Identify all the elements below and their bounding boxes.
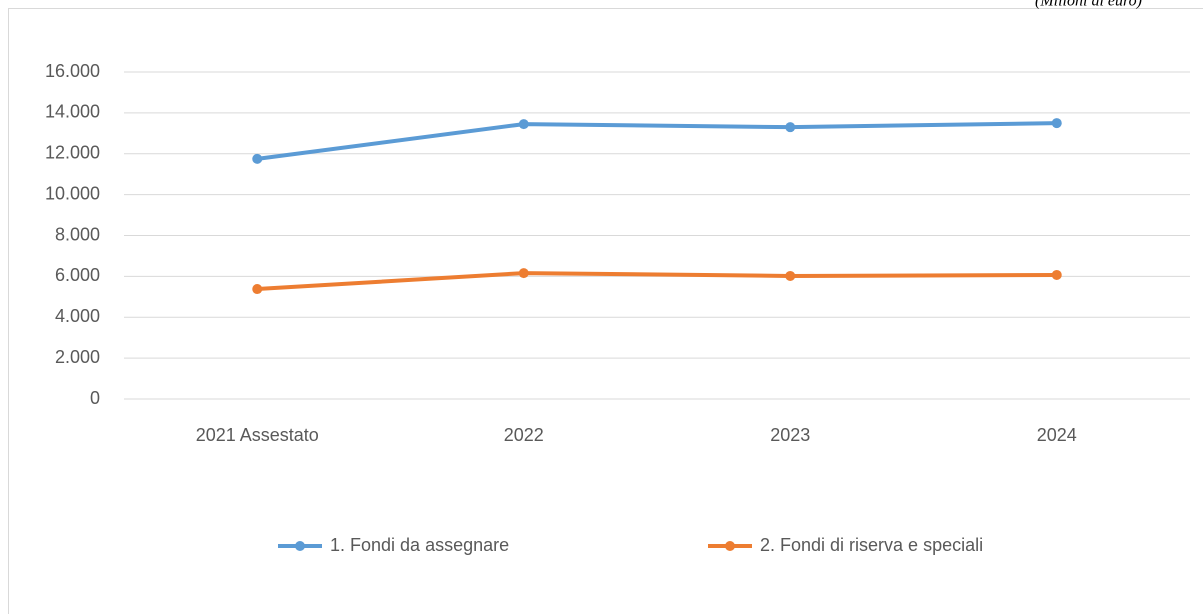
legend-marker (725, 541, 735, 551)
y-tick-label: 8.000 (55, 224, 100, 244)
legend-marker (295, 541, 305, 551)
x-tick-label: 2021 Assestato (196, 425, 319, 445)
series-line (256, 121, 1057, 161)
y-tick-label: 2.000 (55, 347, 100, 367)
y-tick-label: 6.000 (55, 265, 100, 285)
y-tick-label: 12.000 (45, 143, 100, 163)
y-tick-label: 16.000 (45, 61, 100, 81)
data-point (1051, 118, 1062, 129)
data-point (252, 284, 263, 295)
data-point (785, 270, 796, 281)
legend-label: 1. Fondi da assegnare (330, 535, 509, 555)
unit-note: (Milioni di euro) (1035, 0, 1142, 10)
y-tick-label: 10.000 (45, 183, 100, 203)
data-point (518, 268, 529, 279)
y-tick-label: 0 (90, 388, 100, 408)
y-tick-label: 14.000 (45, 102, 100, 122)
data-point (252, 153, 263, 164)
data-point (518, 119, 529, 130)
y-tick-label: 4.000 (55, 306, 100, 326)
x-tick-label: 2023 (770, 425, 810, 445)
x-tick-label: 2022 (504, 425, 544, 445)
data-point (1051, 269, 1062, 280)
x-tick-label: 2024 (1037, 425, 1077, 445)
series-line (257, 271, 1057, 292)
legend-label: 2. Fondi di riserva e speciali (760, 535, 983, 555)
chart-frame (8, 8, 1203, 614)
data-point (785, 122, 796, 133)
